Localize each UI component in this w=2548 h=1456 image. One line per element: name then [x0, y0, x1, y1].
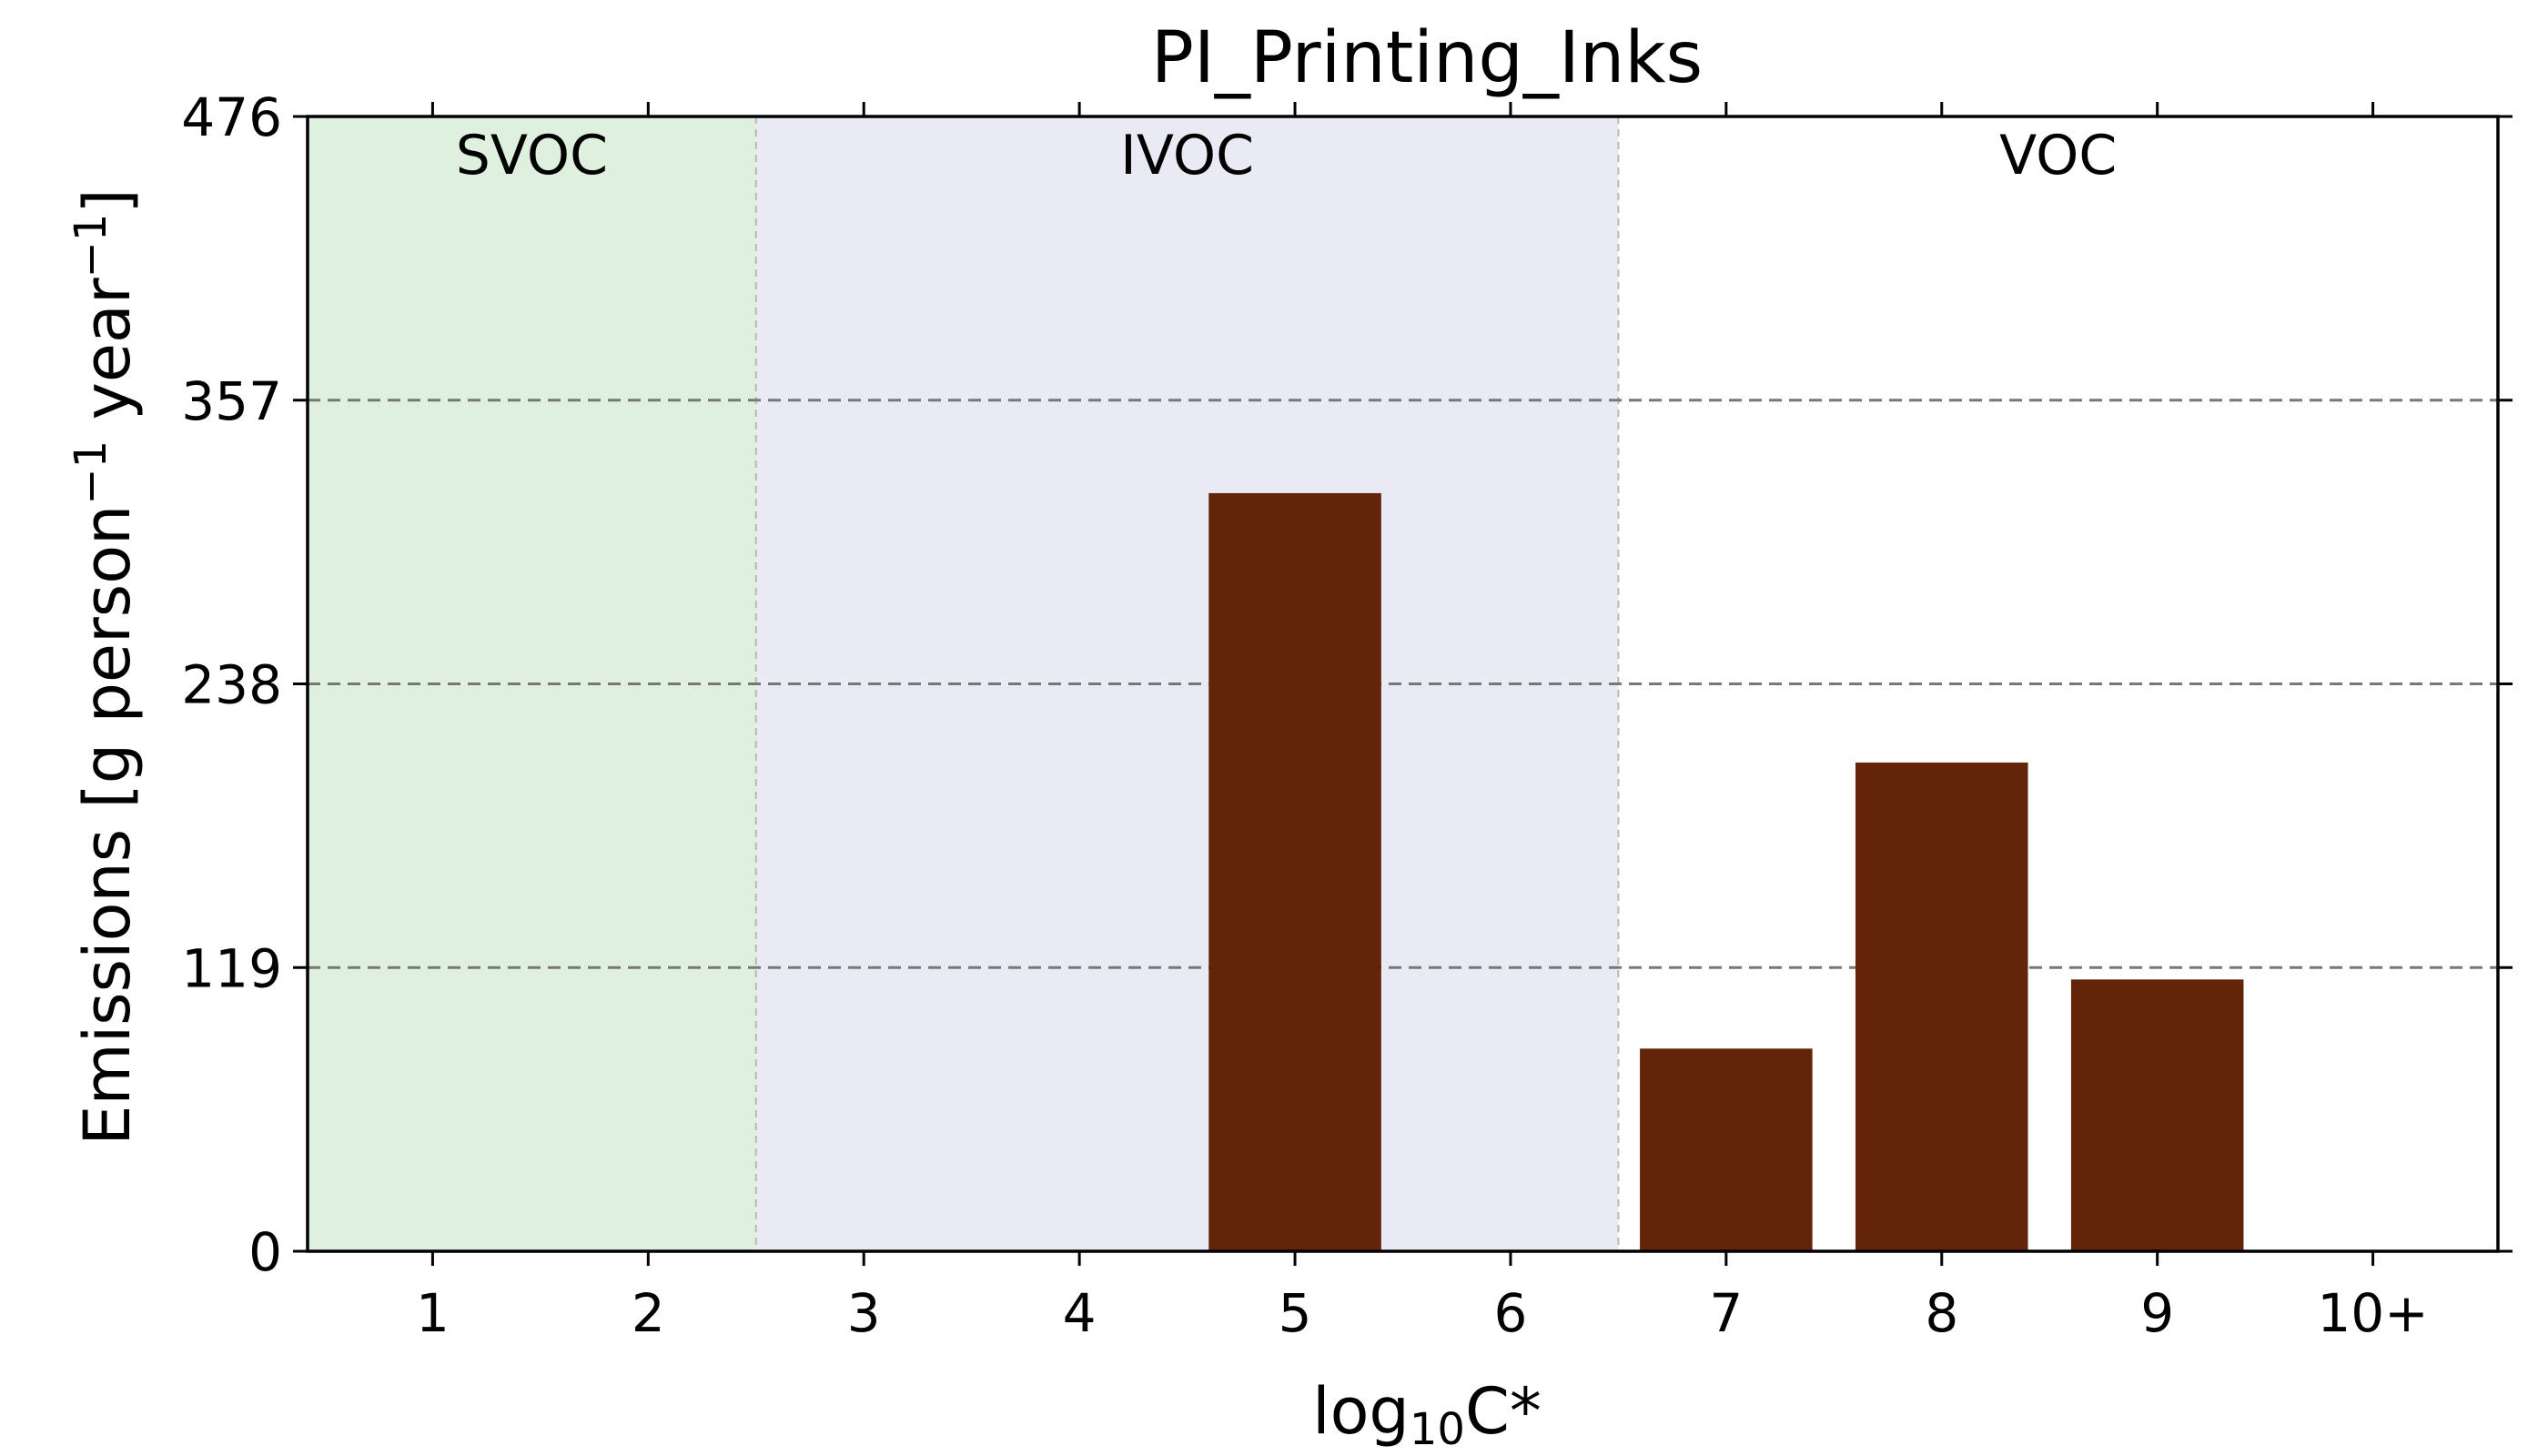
x-tick-label: 10+ [2317, 1282, 2428, 1344]
x-tick-label: 1 [416, 1282, 450, 1344]
region-label-voc: VOC [1999, 124, 2117, 187]
region-label-svoc: SVOC [456, 124, 608, 187]
y-tick-label: 119 [181, 937, 282, 999]
region-label-ivoc: IVOC [1120, 124, 1254, 187]
bars [1208, 492, 2244, 1251]
x-tick-label: 4 [1063, 1282, 1097, 1344]
chart-title: PI_Printing_Inks [1151, 17, 1703, 99]
x-tick-label: 9 [2140, 1282, 2174, 1344]
bar-8 [1855, 762, 2028, 1251]
x-tick-label: 8 [1925, 1282, 1958, 1344]
x-tick-label: 7 [1709, 1282, 1743, 1344]
bar-7 [1640, 1048, 1813, 1251]
x-tick-label: 5 [1279, 1282, 1312, 1344]
y-tick-label: 357 [181, 370, 282, 432]
x-tick-label: 2 [632, 1282, 665, 1344]
ticks: 1 2 3 4 5 6 7 8 9 10+ 0 119 238 357 476 [181, 86, 2513, 1344]
y-tick-label: 476 [181, 86, 282, 148]
bar-9 [2070, 979, 2244, 1251]
region-labels: SVOC IVOC VOC [456, 124, 2117, 187]
y-axis-label: Emissions [g person−1 year−1] [66, 188, 145, 1145]
x-tick-label: 6 [1494, 1282, 1528, 1344]
y-tick-label: 238 [181, 654, 282, 716]
y-tick-label: 0 [248, 1221, 282, 1283]
x-axis-label: log10C* [1312, 1374, 1542, 1455]
bar-5 [1208, 492, 1381, 1251]
x-tick-label: 3 [847, 1282, 881, 1344]
